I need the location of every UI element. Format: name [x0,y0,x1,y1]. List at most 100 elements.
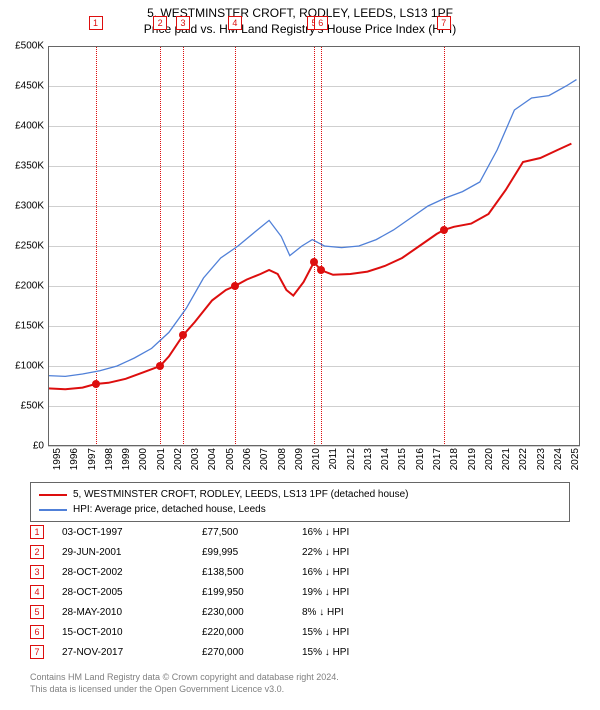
transaction-diff: 15% ↓ HPI [302,647,402,658]
x-axis-label: 2024 [553,448,564,470]
legend-label: HPI: Average price, detached house, Leed… [73,502,266,517]
x-axis-label: 2008 [277,448,288,470]
x-axis-label: 2006 [242,448,253,470]
y-axis-label: £400K [15,121,44,132]
x-axis-label: 2014 [380,448,391,470]
legend-swatch [39,509,67,511]
y-axis-label: £100K [15,361,44,372]
y-axis-label: £500K [15,41,44,52]
sale-marker-badge: 2 [153,16,167,30]
transaction-marker: 7 [30,645,44,659]
transaction-diff: 16% ↓ HPI [302,527,402,538]
transaction-date: 03-OCT-1997 [62,527,202,538]
sale-point-dot [92,380,100,388]
sale-marker-badge: 3 [176,16,190,30]
sale-point-dot [317,266,325,274]
sale-point-dot [179,331,187,339]
x-axis-label: 2003 [190,448,201,470]
x-axis-label: 2016 [415,448,426,470]
x-axis-label: 1999 [121,448,132,470]
transaction-diff: 22% ↓ HPI [302,547,402,558]
footnote-line2: This data is licensed under the Open Gov… [30,684,339,696]
transaction-price: £138,500 [202,567,302,578]
y-axis-label: £350K [15,161,44,172]
legend-row: HPI: Average price, detached house, Leed… [39,502,561,517]
y-axis-label: £200K [15,281,44,292]
legend-row: 5, WESTMINSTER CROFT, RODLEY, LEEDS, LS1… [39,487,561,502]
x-axis-label: 2000 [138,448,149,470]
y-axis-label: £0 [33,441,44,452]
x-axis-label: 2017 [432,448,443,470]
y-axis-label: £450K [15,81,44,92]
x-axis-label: 2007 [259,448,270,470]
x-axis-label: 2015 [397,448,408,470]
transaction-date: 28-OCT-2005 [62,587,202,598]
transaction-price: £199,950 [202,587,302,598]
transaction-marker: 4 [30,585,44,599]
x-axis-label: 1996 [69,448,80,470]
x-axis-label: 1998 [104,448,115,470]
transaction-price: £270,000 [202,647,302,658]
transaction-row: 5 28-MAY-2010£230,0008% ↓ HPI [30,602,402,622]
series-line [48,144,571,390]
y-axis-label: £150K [15,321,44,332]
y-axis-label: £50K [21,401,44,412]
transaction-diff: 16% ↓ HPI [302,567,402,578]
transaction-row: 615-OCT-2010£220,00015% ↓ HPI [30,622,402,642]
transaction-date: 29-JUN-2001 [62,547,202,558]
footnote-line1: Contains HM Land Registry data © Crown c… [30,672,339,684]
transaction-diff: 8% ↓ HPI [302,607,402,618]
x-axis-label: 2009 [294,448,305,470]
chart-area: 1234567 £0£50K£100K£150K£200K£250K£300K£… [48,46,580,446]
transaction-date: 27-NOV-2017 [62,647,202,658]
x-axis-label: 2004 [207,448,218,470]
x-axis-label: 2020 [484,448,495,470]
transaction-date: 28-OCT-2002 [62,567,202,578]
sale-point-dot [231,282,239,290]
x-axis-label: 2001 [156,448,167,470]
chart-lines [48,46,580,446]
x-axis-label: 2019 [467,448,478,470]
legend-swatch [39,494,67,496]
x-axis-label: 2002 [173,448,184,470]
transaction-price: £230,000 [202,607,302,618]
transaction-diff: 15% ↓ HPI [302,627,402,638]
transaction-price: £99,995 [202,547,302,558]
x-axis-label: 1995 [52,448,63,470]
y-axis-label: £300K [15,201,44,212]
sale-marker-badge: 4 [228,16,242,30]
footnote: Contains HM Land Registry data © Crown c… [30,672,339,695]
x-axis-label: 2022 [518,448,529,470]
series-line [48,80,577,377]
x-axis-label: 2021 [501,448,512,470]
x-axis-label: 2025 [570,448,581,470]
x-axis-label: 1997 [87,448,98,470]
grid-line-horizontal [48,446,580,447]
transaction-marker: 1 [30,525,44,539]
sale-point-dot [310,258,318,266]
transaction-marker: 3 [30,565,44,579]
transaction-row: 1 03-OCT-1997£77,50016% ↓ HPI [30,522,402,542]
sale-marker-badge: 1 [89,16,103,30]
sale-point-dot [156,362,164,370]
transaction-marker: 6 [30,625,44,639]
transaction-row: 4 28-OCT-2005£199,95019% ↓ HPI [30,582,402,602]
transaction-date: 15-OCT-2010 [62,627,202,638]
transaction-table: 103-OCT-1997£77,50016% ↓ HPI229-JUN-2001… [30,522,402,662]
transaction-price: £77,500 [202,527,302,538]
sale-marker-badge: 6 [314,16,328,30]
sale-point-dot [440,226,448,234]
transaction-row: 7 27-NOV-2017£270,00015% ↓ HPI [30,642,402,662]
transaction-marker: 5 [30,605,44,619]
x-axis-label: 2005 [225,448,236,470]
transaction-diff: 19% ↓ HPI [302,587,402,598]
legend-label: 5, WESTMINSTER CROFT, RODLEY, LEEDS, LS1… [73,487,409,502]
transaction-row: 2 29-JUN-2001£99,99522% ↓ HPI [30,542,402,562]
x-axis-label: 2018 [449,448,460,470]
transaction-marker: 2 [30,545,44,559]
x-axis-label: 2013 [363,448,374,470]
transaction-row: 3 28-OCT-2002£138,50016% ↓ HPI [30,562,402,582]
legend: 5, WESTMINSTER CROFT, RODLEY, LEEDS, LS1… [30,482,570,522]
transaction-date: 28-MAY-2010 [62,607,202,618]
x-axis-label: 2023 [536,448,547,470]
